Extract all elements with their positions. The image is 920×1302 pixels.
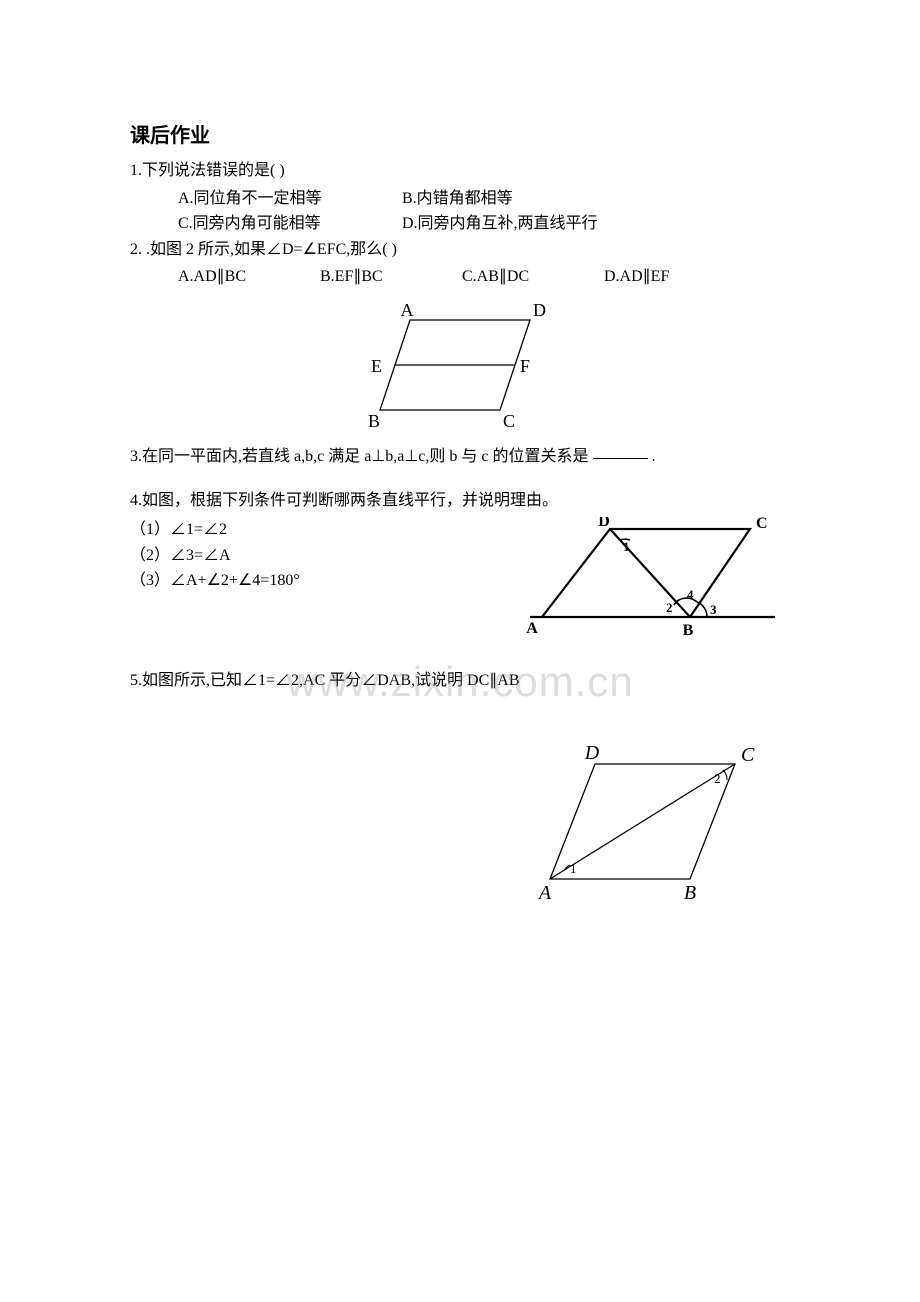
label-B: B <box>368 411 380 430</box>
svg-text:2: 2 <box>666 600 673 615</box>
q1-options-row2: C.同旁内角可能相等 D.同旁内角互补,两直线平行 <box>130 211 790 237</box>
q3-text-a: 3.在同一平面内,若直线 a,b,c 满足 a⊥b,a⊥c,则 b 与 c 的位… <box>130 448 589 465</box>
svg-text:B: B <box>684 882 696 904</box>
q2-option-b: B.EF∥BC <box>320 264 458 290</box>
q1-options-row1: A.同位角不一定相等 B.内错角都相等 <box>130 186 790 212</box>
q1-option-b: B.内错角都相等 <box>402 186 513 212</box>
svg-text:1: 1 <box>570 861 577 876</box>
q2-option-c: C.AB∥DC <box>462 264 600 290</box>
q2-figure: A D E F B C <box>130 300 790 430</box>
svg-text:C: C <box>756 517 768 532</box>
svg-text:2: 2 <box>714 771 721 786</box>
q2-stem: 2. .如图 2 所示,如果∠D=∠EFC,那么( ) <box>130 237 790 263</box>
q2-option-d: D.AD∥EF <box>604 264 669 290</box>
q5-figure: A B C D 1 2 <box>130 739 790 909</box>
svg-text:D: D <box>584 742 600 764</box>
svg-text:B: B <box>683 622 694 637</box>
svg-text:C: C <box>741 744 755 766</box>
q1-option-d: D.同旁内角互补,两直线平行 <box>402 211 598 237</box>
q1-option-c: C.同旁内角可能相等 <box>178 211 398 237</box>
q4-stem: 4.如图，根据下列条件可判断哪两条直线平行，并说明理由。 <box>130 488 790 514</box>
svg-text:1: 1 <box>623 539 630 554</box>
q2-option-a: A.AD∥BC <box>178 264 316 290</box>
svg-text:D: D <box>598 517 610 530</box>
q3-text-b: . <box>652 448 656 465</box>
label-E: E <box>371 356 382 376</box>
label-C: C <box>503 411 515 430</box>
svg-text:3: 3 <box>710 602 717 617</box>
q4-block: （1）∠1=∠2 （2）∠3=∠A （3）∠A+∠2+∠4=180° D C A… <box>130 517 790 646</box>
q3-stem: 3.在同一平面内,若直线 a,b,c 满足 a⊥b,a⊥c,则 b 与 c 的位… <box>130 444 790 470</box>
svg-text:A: A <box>526 620 538 637</box>
q4-cond-1: （1）∠1=∠2 <box>130 517 300 543</box>
q3-blank <box>593 458 648 459</box>
q1-option-a: A.同位角不一定相等 <box>178 186 398 212</box>
label-A: A <box>401 300 414 320</box>
label-D: D <box>533 300 546 320</box>
page-title: 课后作业 <box>130 120 790 152</box>
q4-cond-2: （2）∠3=∠A <box>130 543 300 569</box>
svg-text:4: 4 <box>687 587 694 602</box>
q1-stem: 1.下列说法错误的是( ) <box>130 158 790 184</box>
label-F: F <box>520 356 530 376</box>
svg-text:A: A <box>537 882 552 904</box>
q4-cond-3: （3）∠A+∠2+∠4=180° <box>130 568 300 594</box>
q2-options: A.AD∥BC B.EF∥BC C.AB∥DC D.AD∥EF <box>130 264 790 290</box>
q5-stem: 5.如图所示,已知∠1=∠2,AC 平分∠DAB,试说明 DC∥AB <box>130 668 790 694</box>
q4-figure: D C A B 1 2 3 4 <box>520 517 790 646</box>
